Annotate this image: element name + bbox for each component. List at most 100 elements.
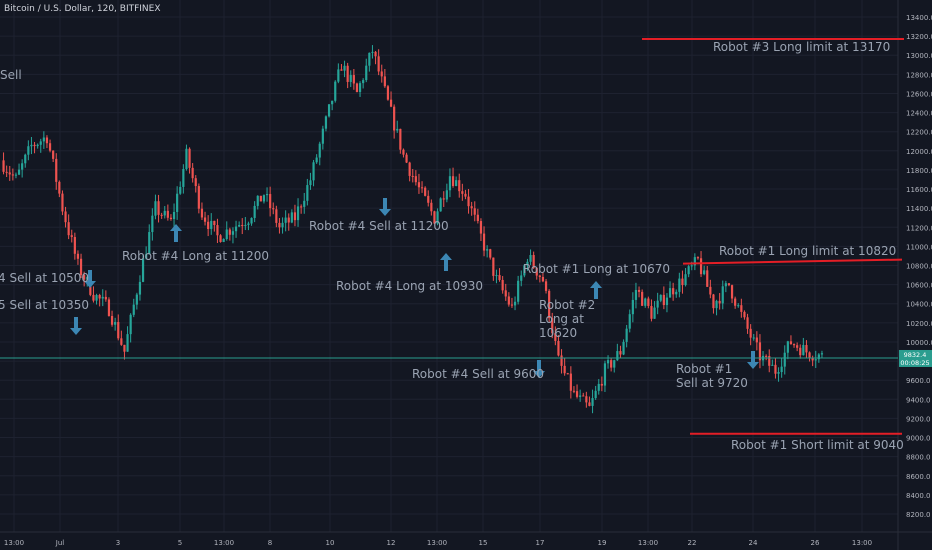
x-tick-label: 13:00 [638,539,658,547]
candle-up [343,65,346,71]
x-tick-label: 15 [479,539,488,547]
candle-up [256,195,259,206]
candle-down [470,206,473,209]
candle-down [588,402,591,406]
candle-down [718,300,721,304]
candle-up [517,280,520,302]
x-tick-label: 13:00 [427,539,447,547]
x-tick-label: 26 [811,539,820,547]
candle-up [684,274,687,286]
candle-up [238,225,241,227]
candle-up [234,226,238,232]
candle-down [408,162,411,176]
candle-down [241,225,244,227]
candle-down [538,275,541,277]
candle-up [331,100,334,105]
candle-down [696,257,700,259]
candle-up [436,211,439,224]
candle-up [138,281,142,295]
candle-down [98,295,101,299]
candle-down [2,160,5,172]
candle-up [210,220,213,229]
candle-down [110,315,114,325]
x-tick-label: 19 [598,539,607,547]
candle-down [672,288,675,295]
candle-down [575,391,579,397]
x-tick-label: 8 [268,539,272,547]
candle-up [780,366,783,373]
candle-down [420,187,424,189]
y-tick-label: 10600.0 [906,282,932,290]
candle-up [247,223,250,225]
candle-down [560,355,563,366]
x-tick-label: 17 [536,539,545,547]
candle-up [675,291,678,295]
candle-up [513,301,517,306]
candle-up [362,80,365,84]
candle-down [33,144,36,147]
candle-up [721,286,724,304]
candle-down [473,208,476,215]
arrow-down-icon [70,317,82,335]
candle-down [489,249,492,258]
candle-down [191,167,194,179]
candle-down [551,318,554,334]
candle-down [120,338,123,345]
candle-up [318,143,321,158]
candle-down [83,275,86,280]
y-tick-label: 8800.0 [906,454,931,462]
candle-up [579,395,582,397]
candle-down [535,267,538,276]
candle-up [141,258,145,282]
y-tick-label: 13400.0 [906,14,932,22]
candle-up [448,176,452,191]
candle-down [572,390,576,392]
candle-up [365,65,368,81]
y-tick-label: 12200.0 [906,129,932,137]
candle-down [507,296,510,305]
candle-down [476,214,479,222]
candle-up [820,353,824,355]
candle-down [430,202,433,212]
candle-up [17,169,21,175]
candle-down [600,383,603,386]
candle-up [634,289,638,300]
candle-up [95,295,98,301]
candle-down [386,86,390,100]
candle-down [79,258,83,276]
candle-down [188,148,191,168]
candle-down [194,178,197,187]
candle-up [693,257,696,266]
x-tick-label: 22 [688,539,697,547]
y-tick-label: 11600.0 [906,186,932,194]
candle-up [665,297,669,306]
annotation-robot4-sell-10500: #4 Sell at 10500 [0,271,90,285]
candle-down [758,342,762,361]
candle-down [492,257,495,276]
candle-down [160,214,163,216]
candle-down [200,208,204,218]
candle-down [300,206,303,208]
candle-up [222,238,225,242]
candle-up [39,141,42,145]
candle-down [374,51,377,57]
candle-down [799,347,802,356]
y-tick-label: 10200.0 [906,320,932,328]
candle-down [8,172,11,175]
candle-up [145,254,148,259]
candle-down [458,180,461,192]
arrow-up-icon [440,253,452,271]
x-tick-label: 13:00 [214,539,234,547]
candle-down [557,340,560,356]
candle-down [45,137,49,144]
candle-up [324,116,328,129]
candle-up [126,334,129,352]
candle-up [284,217,287,223]
candle-down [566,373,569,375]
candle-down [377,56,380,72]
candle-up [625,328,628,342]
arrow-up-icon [170,224,182,242]
y-tick-label: 9200.0 [906,415,931,423]
